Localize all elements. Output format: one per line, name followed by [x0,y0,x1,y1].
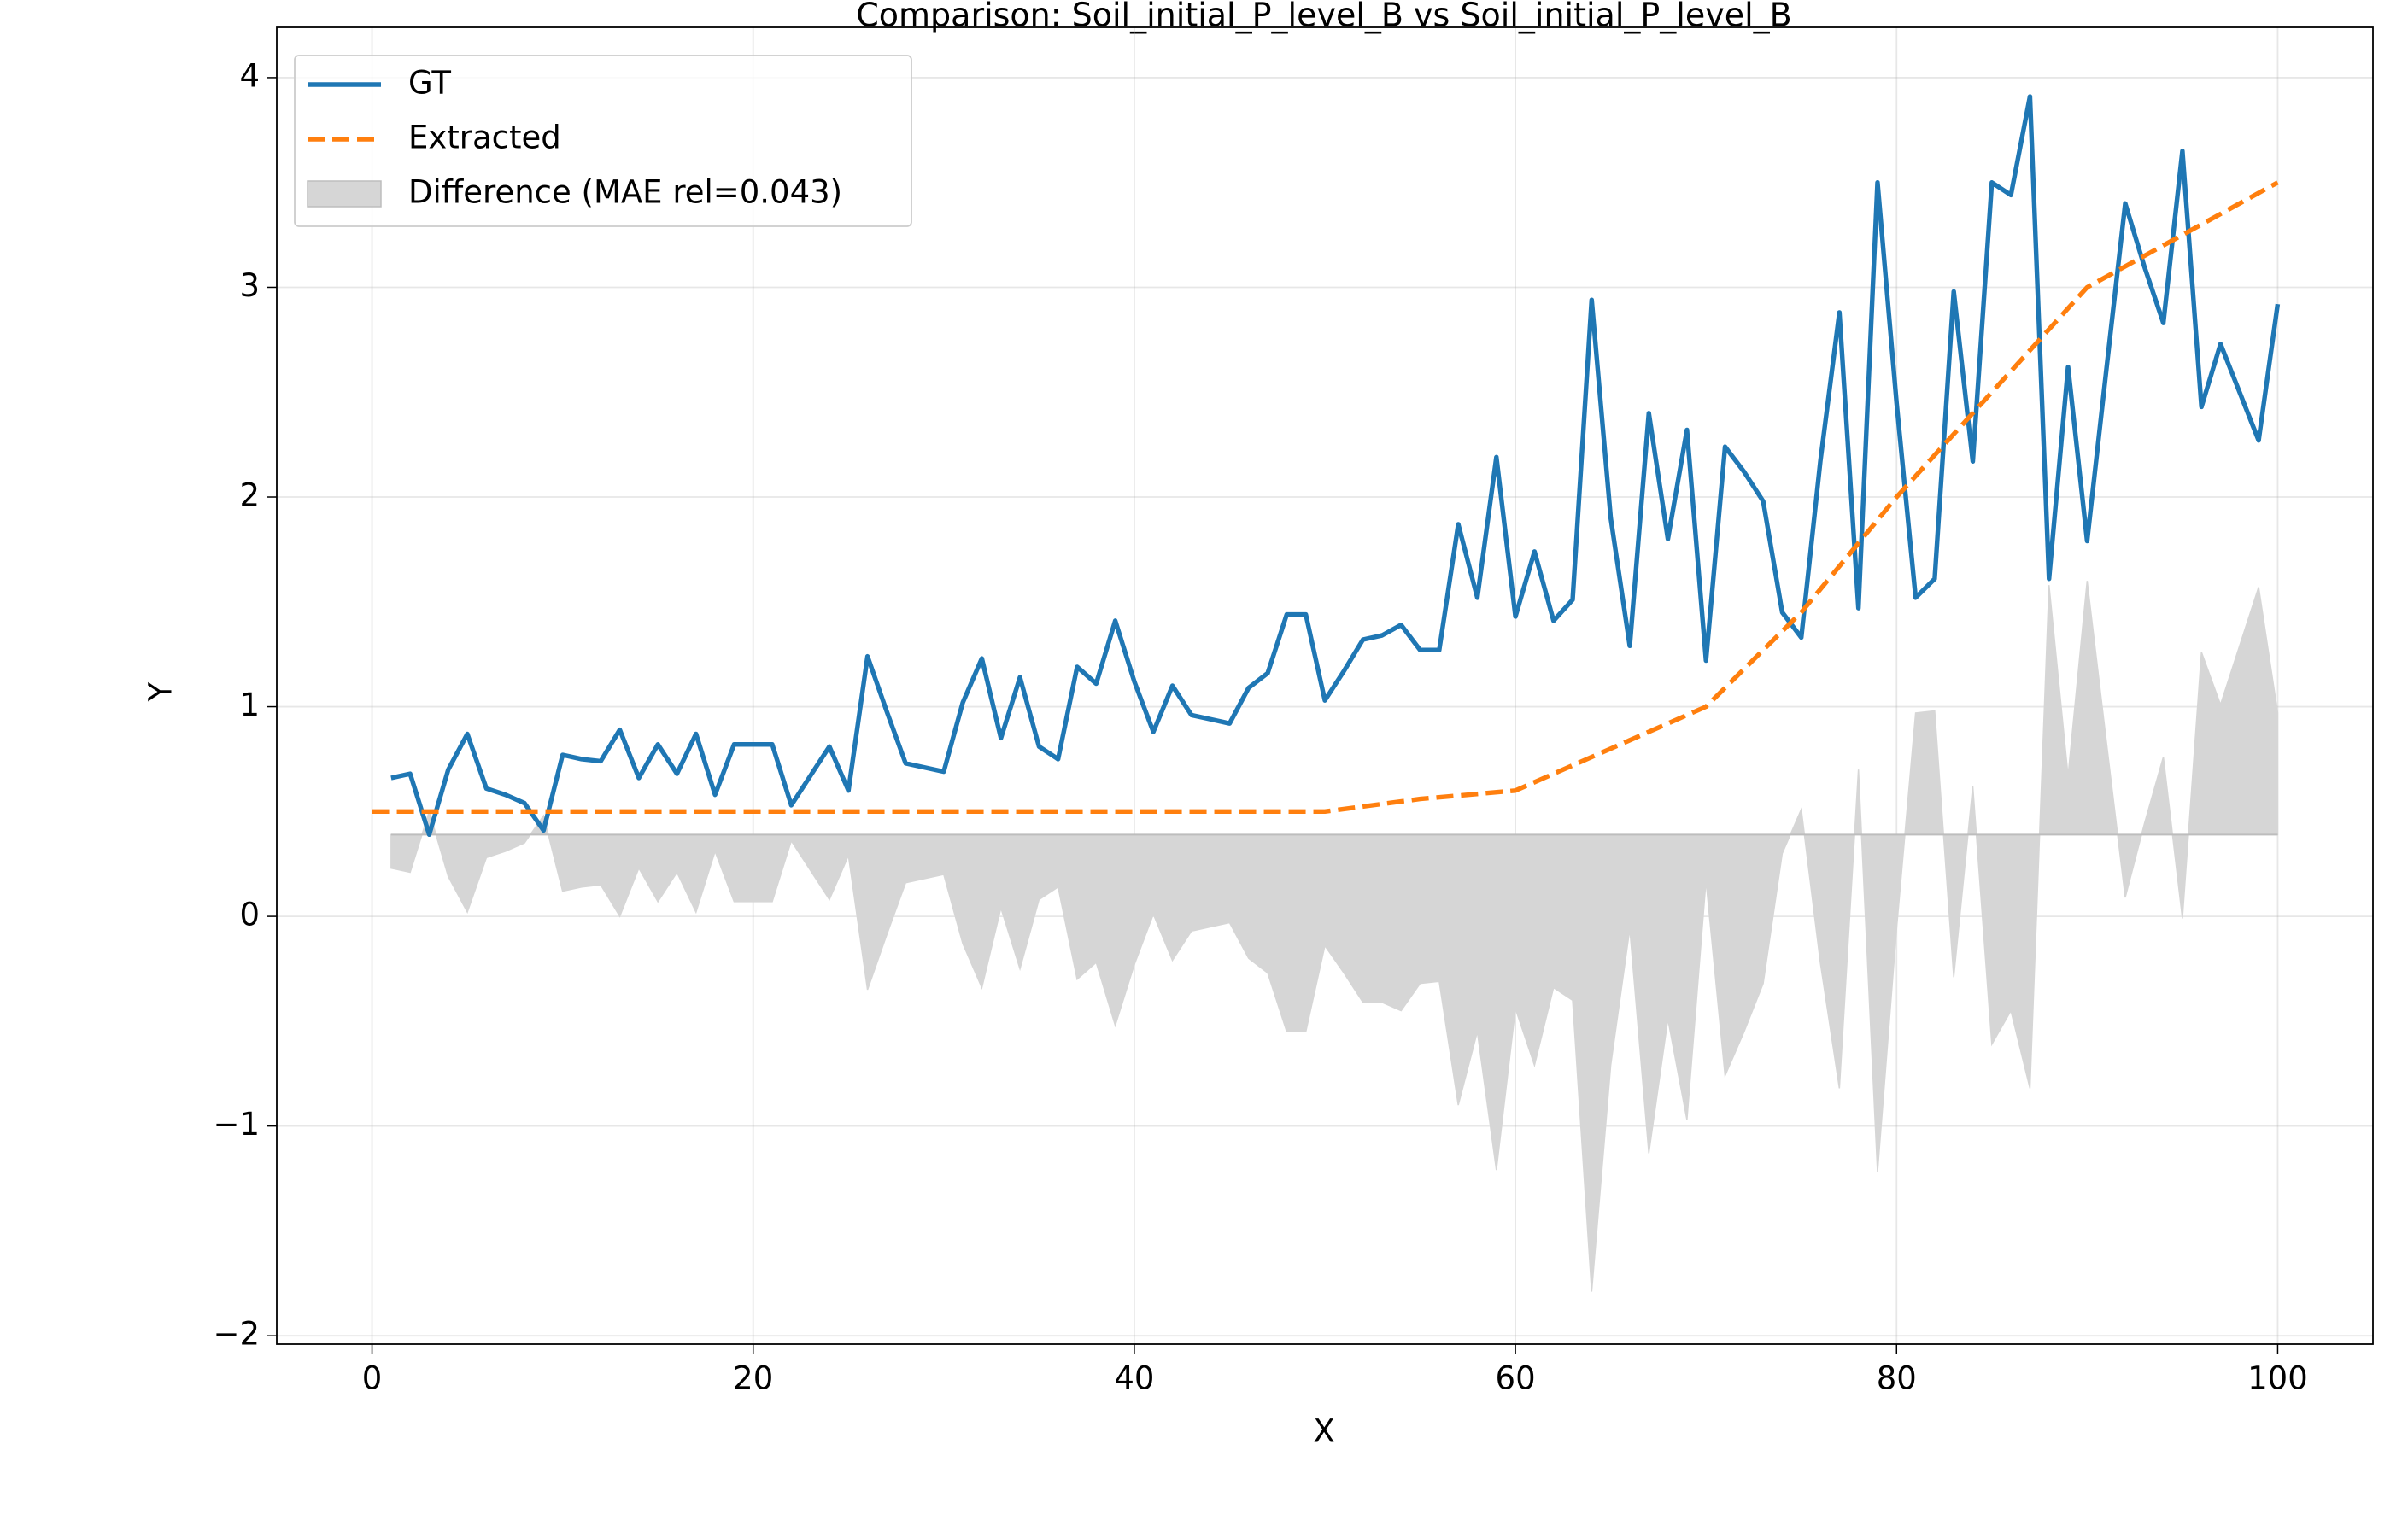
legend-label: Difference (MAE rel=0.043) [408,174,842,211]
x-tick-label: 100 [2247,1360,2308,1397]
x-tick-label: 20 [733,1360,773,1397]
legend-label: Extracted [408,120,561,156]
y-tick-label: −1 [213,1106,260,1143]
y-axis-label: Y [143,681,179,702]
y-tick-label: 2 [239,477,260,514]
y-tick-label: 4 [239,57,260,94]
series-line [372,180,2279,815]
x-tick-label: 40 [1114,1360,1154,1397]
legend-swatch [307,180,382,208]
y-tick-label: −2 [213,1316,260,1353]
x-tick-label: 60 [1496,1360,1536,1397]
y-tick-label: 3 [239,267,260,304]
legend-label: GT [408,65,451,102]
y-tick-label: 0 [239,897,260,933]
series-line [390,94,2281,838]
x-tick-label: 80 [1877,1360,1917,1397]
x-tick-label: 0 [362,1360,383,1397]
legend-box [294,55,912,227]
y-tick-label: 1 [239,687,260,723]
axes-frame [276,26,2374,1345]
x-axis-label: X [1313,1413,1334,1450]
difference-area [390,581,2279,1292]
chart-title: Comparison: Soil_initial_P_level_B vs So… [856,0,1792,34]
